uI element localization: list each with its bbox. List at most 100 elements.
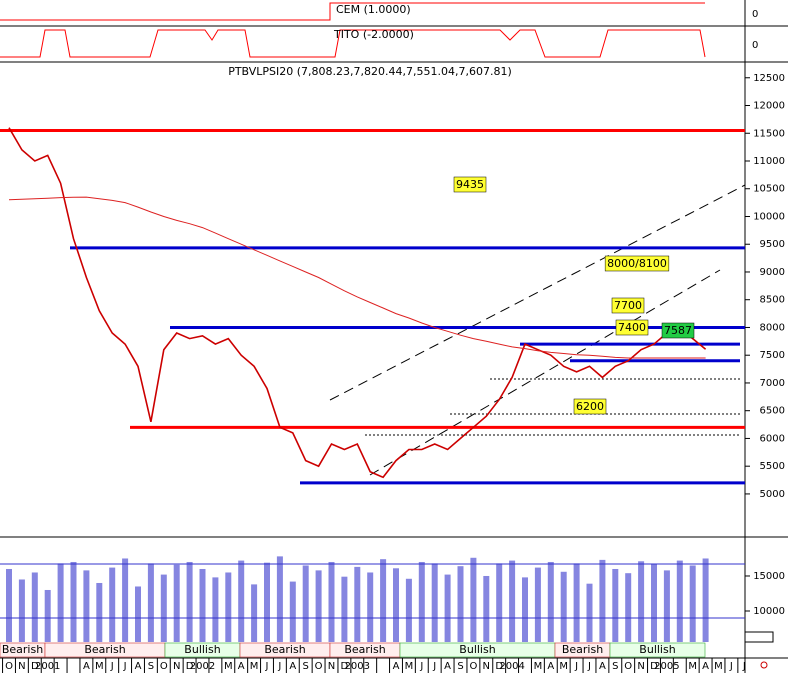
x-tick-label: J: [123, 661, 127, 672]
x-tick-label: J: [742, 661, 746, 672]
x-tick-label: J: [265, 661, 269, 672]
volume-bar: [44, 589, 51, 642]
x-tick-label: M: [688, 661, 697, 672]
x-tick-label: S: [612, 661, 618, 672]
x-tick-label: A: [444, 661, 451, 672]
volume-bar: [238, 560, 245, 642]
x-tick-label: M: [714, 661, 723, 672]
x-tick-label: D: [650, 661, 658, 672]
volume-bar: [135, 586, 141, 642]
volume-bar: [18, 579, 25, 642]
volume-bar: [109, 567, 116, 642]
x-tick-label: N: [637, 661, 644, 672]
price-line: [8, 127, 707, 479]
regime-label: Bearish: [264, 643, 305, 656]
regime-label: Bullish: [459, 643, 495, 656]
y-tick-label: 5500: [760, 461, 785, 472]
y-tick-label: 11000: [753, 156, 785, 167]
x-tick-label: O: [5, 661, 13, 672]
x-tick-label: N: [328, 661, 335, 672]
volume-bar: [638, 561, 645, 642]
x-tick-label: 2001: [35, 661, 60, 672]
volume-bar: [31, 572, 38, 642]
y-tick-label: 8000: [760, 322, 785, 333]
x-tick-label: A: [393, 661, 400, 672]
cem-trace: [0, 2, 705, 21]
volume-bar: [444, 574, 451, 642]
volume-bar: [573, 563, 580, 642]
regime-band: [609, 642, 706, 658]
x-tick-label: N: [483, 661, 490, 672]
x-tick-label: D: [495, 661, 503, 672]
volume-bar: [534, 567, 541, 642]
price-line: [8, 196, 706, 359]
volume-bar: [212, 577, 219, 642]
x-tick-label: A: [289, 661, 296, 672]
volume-bar: [328, 561, 335, 642]
annotation: 6200: [576, 400, 604, 413]
x-tick-label: N: [18, 661, 25, 672]
y-tick-label: 6000: [760, 433, 785, 444]
x-tick-label: J: [277, 661, 281, 672]
annotation-box: [661, 322, 695, 339]
volume-bar: [625, 573, 632, 642]
volume-bar: [83, 570, 90, 642]
annotation: 7587: [664, 324, 692, 337]
volume-bar: [689, 565, 696, 642]
x-tick-label: 2005: [654, 661, 679, 672]
x-tick-label: M: [224, 661, 233, 672]
cem-label: CEM (1.0000): [336, 3, 411, 16]
regime-label: Bearish: [84, 643, 125, 656]
volume-bar: [96, 582, 103, 642]
volume-bar: [483, 575, 490, 642]
volume-bar: [496, 563, 503, 642]
volume-bar: [57, 563, 64, 642]
volume-bar: [380, 559, 387, 642]
volume-bar: [367, 572, 374, 642]
y-tick-label: 12500: [753, 73, 785, 84]
volume-bar: [676, 560, 683, 642]
x-tick-label: 2004: [499, 661, 524, 672]
y-tick-label: 6500: [760, 406, 785, 417]
x-tick-label: A: [599, 661, 606, 672]
volume-bar: [341, 576, 348, 642]
y-tick-label: 9500: [760, 239, 785, 250]
volume-bar: [173, 564, 180, 642]
x-tick-label: A: [238, 661, 245, 672]
annotation: 7700: [614, 299, 642, 312]
y-tick-label: 7500: [760, 350, 785, 361]
y-tick-label: 11500: [753, 128, 785, 139]
x-tick-label: S: [148, 661, 154, 672]
volume-bar: [470, 557, 477, 642]
x-tick-label: A: [83, 661, 90, 672]
x-tick-label: N: [173, 661, 180, 672]
box: [744, 631, 774, 643]
annotation: 8000/8100: [607, 257, 667, 270]
regime-label: Bullish: [184, 643, 220, 656]
volume-bar: [599, 559, 606, 642]
volume-bar: [186, 561, 193, 642]
volume-bar: [612, 568, 619, 642]
x-tick-label: D: [186, 661, 194, 672]
x-tick-label: J: [419, 661, 423, 672]
x-tick-label: D: [341, 661, 349, 672]
volume-bar: [457, 566, 464, 642]
x-tick-label: S: [457, 661, 463, 672]
x-tick-label: S: [303, 661, 309, 672]
annotation-box: [615, 319, 649, 336]
x-tick-label: M: [250, 661, 259, 672]
x-tick-label: O: [315, 661, 323, 672]
volume-bar: [199, 568, 206, 642]
channel: [329, 184, 746, 476]
y-tick-label: 5000: [760, 489, 785, 500]
y-tick-label: 12000: [753, 101, 785, 112]
volume-bar: [251, 584, 258, 642]
cem-tick: 0: [752, 9, 758, 20]
volume-bar: [547, 561, 554, 642]
tito-label: TITO (-2.0000): [333, 28, 414, 41]
volume-bar: [663, 570, 670, 642]
x-tick-label: D: [31, 661, 39, 672]
x-tick-label: J: [729, 661, 733, 672]
annotation: 7400: [618, 321, 646, 334]
